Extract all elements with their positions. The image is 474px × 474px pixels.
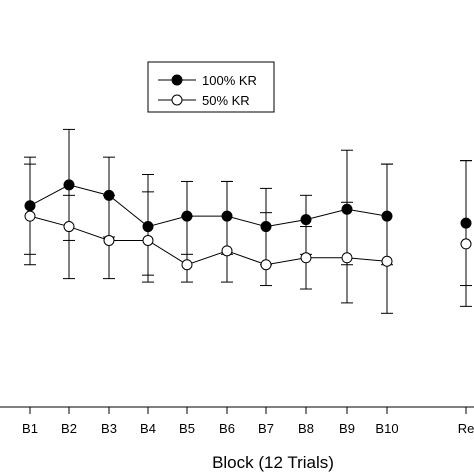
legend: 100% KR 50% KR xyxy=(147,61,275,113)
x-tick-label-b8: B8 xyxy=(298,421,314,436)
point-s1-b3 xyxy=(103,189,115,201)
series-line-1 xyxy=(29,184,388,228)
x-tick-label-b6: B6 xyxy=(219,421,235,436)
error-bar-s2-b6 xyxy=(221,180,233,283)
legend-marker-2 xyxy=(171,94,183,106)
point-s2-b2 xyxy=(63,221,75,233)
point-s1-b2 xyxy=(63,179,75,191)
error-bar-s2-b10 xyxy=(381,163,393,314)
legend-entry-2: 50% KR xyxy=(158,93,250,108)
legend-box xyxy=(147,61,275,113)
point-s2-b10 xyxy=(381,255,393,267)
x-tick-label-b1: B1 xyxy=(22,421,38,436)
series-line-2 xyxy=(29,215,388,266)
x-tick-label-b5: B5 xyxy=(179,421,195,436)
x-tick-label-re: Re xyxy=(458,421,474,436)
point-s2-b5 xyxy=(181,259,193,271)
point-s1-b7 xyxy=(260,221,272,233)
point-s2-b6 xyxy=(221,245,233,257)
series-points xyxy=(24,179,472,271)
point-s2-b1 xyxy=(24,210,36,222)
legend-marker-1 xyxy=(171,74,183,86)
point-s2-b3 xyxy=(103,234,115,246)
point-s1-re xyxy=(460,217,472,229)
error-bar-s2-b2 xyxy=(63,194,75,280)
x-axis-ticks: B1 B2 B3 B4 B5 B6 B7 B8 B9 B10 Re xyxy=(22,407,474,436)
legend-entry-1: 100% KR xyxy=(158,73,257,88)
x-tick-label-b3: B3 xyxy=(101,421,117,436)
point-s1-b8 xyxy=(300,214,312,226)
point-s2-b7 xyxy=(260,259,272,271)
point-s1-b4 xyxy=(142,221,154,233)
point-s2-b4 xyxy=(142,234,154,246)
x-tick-label-b2: B2 xyxy=(61,421,77,436)
point-s1-b1 xyxy=(24,200,36,212)
point-s1-b10 xyxy=(381,210,393,222)
legend-entries: 100% KR 50% KR xyxy=(158,73,257,108)
point-s2-b9 xyxy=(341,252,353,264)
error-bar-s2-re xyxy=(460,160,472,307)
point-s2-b8 xyxy=(300,252,312,264)
legend-label-1: 100% KR xyxy=(202,73,257,88)
point-s1-b9 xyxy=(341,203,353,215)
x-tick-label-b7: B7 xyxy=(258,421,274,436)
point-s2-re xyxy=(460,238,472,250)
series-lines xyxy=(29,184,388,266)
point-s1-b5 xyxy=(181,210,193,222)
error-bar-s2-b5 xyxy=(181,215,193,283)
x-tick-label-b10: B10 xyxy=(375,421,398,436)
x-axis-title: Block (12 Trials) xyxy=(212,453,334,472)
point-s1-b6 xyxy=(221,210,233,222)
x-tick-label-b9: B9 xyxy=(339,421,355,436)
legend-label-2: 50% KR xyxy=(202,93,250,108)
x-tick-label-b4: B4 xyxy=(140,421,156,436)
